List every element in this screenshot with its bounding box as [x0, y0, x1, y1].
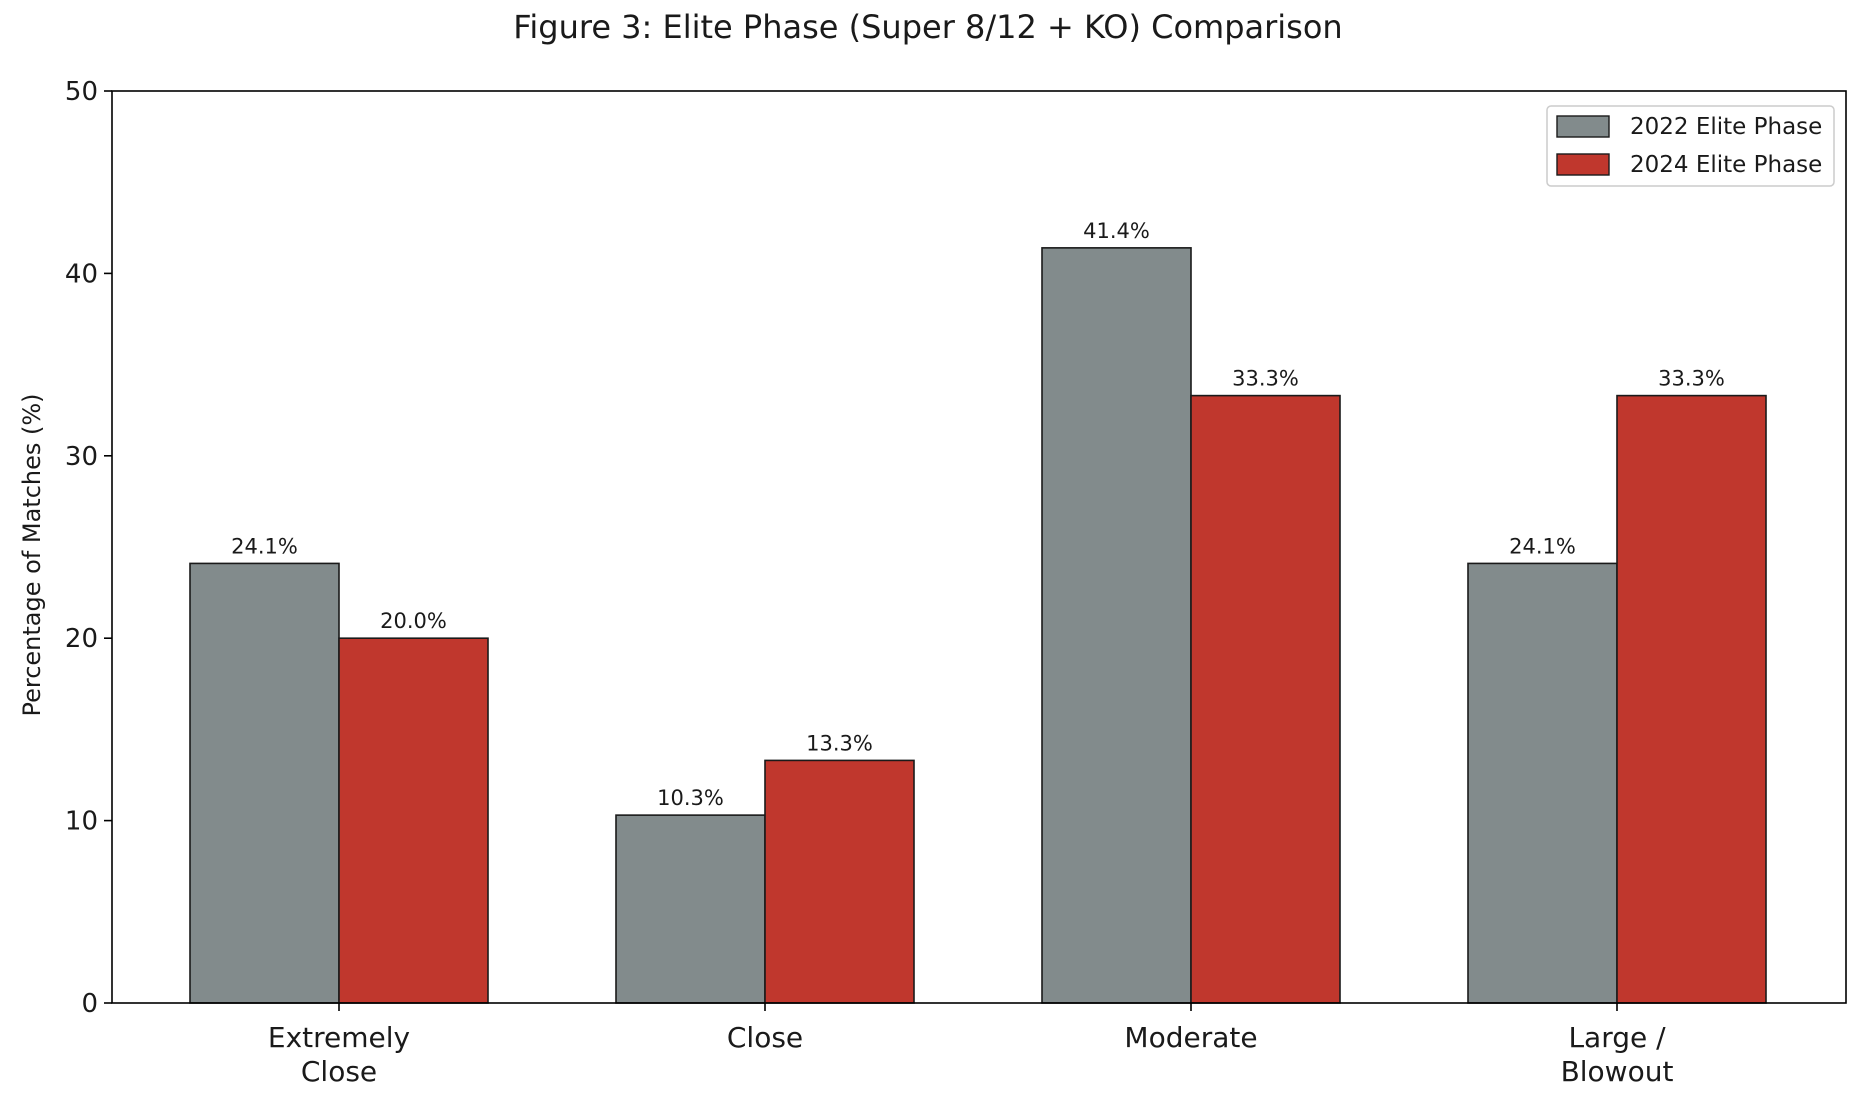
bar-2024-3 — [1616, 394, 1767, 1004]
bars-layer — [189, 247, 1767, 1004]
bar-2024-1 — [764, 759, 915, 1004]
bar-2024-0 — [338, 637, 489, 1004]
bar-value-label: 24.1% — [1509, 534, 1576, 558]
y-tick-label: 0 — [81, 989, 98, 1019]
x-tick-label: Close — [727, 1021, 803, 1054]
bar-2024-2 — [1190, 394, 1341, 1004]
y-axis-ticks: 0 10 20 30 40 50 — [65, 77, 112, 1019]
y-tick-label: 20 — [65, 624, 98, 654]
x-tick-label: Extremely Close — [268, 1021, 410, 1088]
x-tick-label: Moderate — [1124, 1021, 1257, 1054]
legend-swatch-1 — [1556, 153, 1610, 176]
bar-value-label: 33.3% — [1658, 367, 1725, 391]
legend-swatch-0 — [1556, 115, 1610, 138]
legend-box — [1546, 105, 1835, 187]
bar-value-label: 20.0% — [380, 609, 447, 633]
bar-2022-2 — [1041, 247, 1192, 1004]
bar-value-label: 41.4% — [1083, 219, 1150, 243]
bar-value-label: 10.3% — [657, 786, 724, 810]
legend-label-0: 2022 Elite Phase — [1630, 114, 1822, 140]
legend: 2022 Elite Phase 2024 Elite Phase — [1546, 105, 1835, 187]
y-tick-label: 50 — [65, 77, 98, 107]
legend-label-1: 2024 Elite Phase — [1630, 152, 1822, 178]
bar-value-label: 33.3% — [1232, 367, 1299, 391]
bar-2022-0 — [189, 562, 340, 1004]
y-tick-label: 30 — [65, 442, 98, 472]
x-axis-ticks: Extremely Close Close Moderate Large / Blowou… — [268, 1003, 1674, 1088]
chart-title: Figure 3: Elite Phase (Super 8/12 + KO) … — [513, 8, 1342, 46]
bar-value-label: 24.1% — [231, 534, 298, 558]
y-axis-label: Percentage of Matches (%) — [18, 393, 46, 716]
plot-frame — [111, 90, 1847, 1004]
y-tick-label: 10 — [65, 807, 98, 837]
bar-value-label: 13.3% — [806, 731, 873, 755]
value-labels-layer: 24.1% 20.0% 10.3% 13.3% 41.4% 33.3% 24.1% 33.3% — [231, 219, 1725, 810]
bar-2022-3 — [1467, 562, 1618, 1004]
x-tick-label: Large / Blowout — [1561, 1021, 1674, 1088]
bar-2022-1 — [615, 814, 766, 1004]
y-tick-label: 40 — [65, 259, 98, 289]
